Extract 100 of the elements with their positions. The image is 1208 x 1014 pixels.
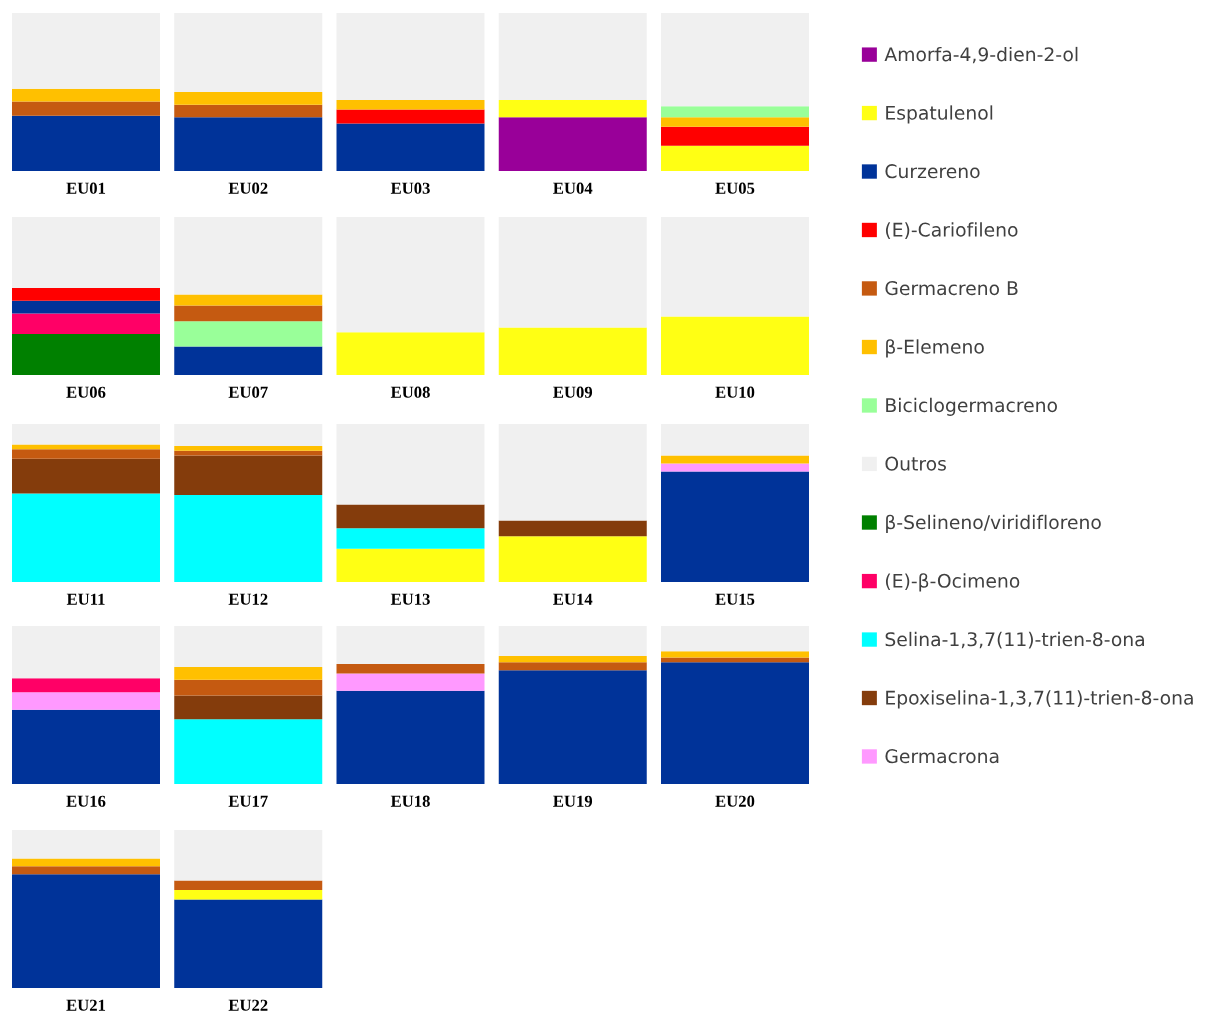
- bar: [12, 88, 160, 102]
- bar: [336, 690, 485, 784]
- bar: [498, 99, 647, 118]
- bar: [12, 449, 160, 459]
- bar: [12, 874, 160, 988]
- bar: [12, 692, 160, 710]
- bar: [174, 104, 323, 118]
- bar: [12, 424, 160, 445]
- bar: [174, 117, 323, 171]
- bar: [174, 679, 323, 696]
- bar: [12, 626, 160, 679]
- x-tick-label: EU10: [715, 386, 755, 398]
- bar: [174, 446, 323, 451]
- legend-label: Curzereno: [885, 164, 980, 179]
- bar: [336, 424, 485, 505]
- x-tick-label: EU20: [715, 795, 755, 807]
- bar: [12, 333, 160, 375]
- bar: [12, 493, 160, 582]
- x-tick-label: EU12: [228, 593, 268, 605]
- x-tick-label: EU11: [66, 593, 105, 605]
- x-tick-label: EU18: [390, 795, 430, 807]
- bar: [174, 890, 323, 900]
- bar: [336, 673, 485, 691]
- bar: [336, 332, 485, 375]
- bar: [174, 424, 323, 447]
- x-tick-label: EU13: [390, 593, 430, 605]
- bar: [174, 450, 323, 456]
- bar: [336, 548, 485, 582]
- bar: [12, 300, 160, 314]
- bar: [661, 463, 809, 472]
- bar: [336, 504, 485, 529]
- bar: [498, 670, 647, 784]
- bar: [174, 92, 323, 105]
- bar: [498, 217, 647, 328]
- bar: [12, 458, 160, 494]
- bar: [174, 830, 323, 881]
- legend-label: β-Selineno/viridifloreno: [886, 514, 1101, 533]
- bar: [12, 217, 160, 289]
- legend-label: Germacrona: [885, 749, 999, 764]
- bar: [174, 294, 323, 306]
- bar: [12, 288, 160, 301]
- bar: [336, 13, 485, 100]
- x-tick-label: EU05: [715, 182, 755, 194]
- bar: [661, 316, 809, 375]
- bar: [661, 424, 809, 456]
- bar: [174, 217, 323, 295]
- bar: [174, 695, 323, 720]
- bar: [174, 305, 323, 322]
- bar: [336, 123, 485, 171]
- bar: [174, 495, 323, 582]
- bar: [661, 471, 809, 582]
- bar: [12, 709, 160, 784]
- bar: [498, 656, 647, 663]
- bar: [336, 626, 485, 664]
- bar: [498, 13, 647, 100]
- legend-label: Epoxiselina-1,3,7(11)-trien-8-ona: [886, 690, 1193, 709]
- bar: [661, 651, 809, 658]
- x-tick-label: EU22: [228, 999, 268, 1011]
- x-tick-label: EU19: [553, 795, 593, 807]
- x-tick-label: EU21: [66, 999, 106, 1011]
- legend-label: Amorfa-4,9-dien-2-ol: [884, 46, 1078, 64]
- legend-label: (E)-Cariofileno: [885, 222, 1018, 239]
- bar: [12, 101, 160, 116]
- bar: [661, 106, 809, 118]
- bar: [661, 117, 809, 127]
- legend-label: Outros: [885, 456, 946, 471]
- bar: [498, 536, 647, 582]
- bar: [498, 626, 647, 657]
- bar: [498, 520, 647, 537]
- bar: [12, 115, 160, 171]
- bar: [174, 719, 323, 784]
- bar: [174, 13, 323, 92]
- bar: [12, 858, 160, 867]
- bar: [336, 528, 485, 549]
- x-tick-label: EU06: [66, 386, 106, 398]
- bar: [498, 117, 647, 171]
- bar: [336, 109, 485, 124]
- bar: [12, 866, 160, 875]
- bar: [661, 217, 809, 317]
- legend-label: Selina-1,3,7(11)-trien-8-ona: [885, 631, 1144, 649]
- bar: [174, 626, 323, 668]
- bar: [12, 678, 160, 693]
- bar: [661, 626, 809, 652]
- x-tick-label: EU07: [228, 386, 268, 398]
- legend-label: β-Elemeno: [886, 339, 984, 358]
- bar: [12, 313, 160, 334]
- bar: [336, 99, 485, 110]
- x-tick-label: EU17: [228, 795, 268, 807]
- legend-label: Biciclogermacreno: [886, 397, 1057, 416]
- bar: [498, 662, 647, 671]
- bar: [498, 327, 647, 375]
- bar: [174, 455, 323, 496]
- x-tick-label: EU04: [553, 182, 593, 194]
- x-tick-label: EU15: [715, 593, 755, 605]
- bar: [661, 662, 809, 784]
- bar: [661, 13, 809, 107]
- legend-label: Germacreno B: [885, 281, 1018, 296]
- bar: [174, 321, 323, 347]
- bar: [336, 217, 485, 333]
- x-tick-label: EU09: [553, 386, 593, 398]
